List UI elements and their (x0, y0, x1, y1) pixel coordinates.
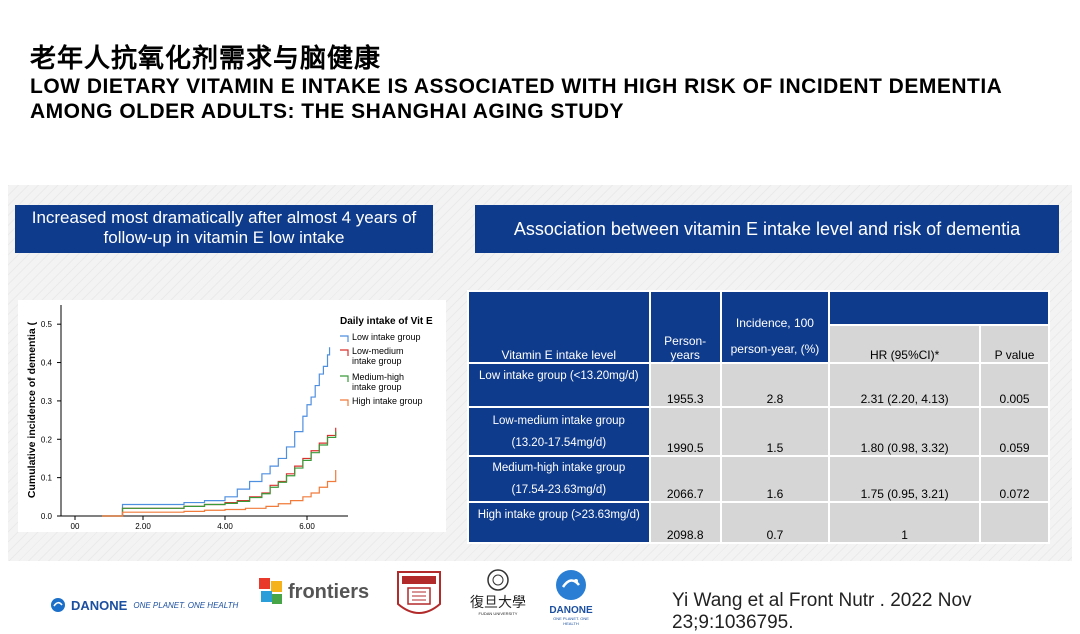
cell-hr: 1.75 (0.95, 3.21) (828, 455, 982, 503)
y-tick-label: 0.3 (41, 397, 53, 406)
y-tick-label: 0.2 (41, 435, 53, 444)
table-row: Medium-high intake group (17.54-23.63mg/d… (467, 455, 1050, 503)
cell-person-years: 1955.3 (648, 362, 722, 408)
y-tick-label: 0.1 (41, 474, 53, 483)
danone-tagline: ONE PLANET. ONE HEALTH (133, 600, 239, 610)
row-label-line1: Medium-high intake group (492, 462, 626, 474)
legend-label-0: Low intake group (352, 332, 421, 342)
danone-small-brand: DANONE (549, 605, 593, 616)
legend-label-3: High intake group (352, 396, 423, 406)
row-label: Low intake group (<13.20mg/d) (467, 362, 651, 408)
chart-svg: 0.0 0.1 0.2 0.3 0.4 0.5 00 2.00 4.00 6.00 Cumulati… (26, 305, 433, 531)
legend-swatch-2 (340, 375, 349, 382)
series-line-2 (102, 431, 337, 517)
danone-brand: DANONE (71, 597, 128, 613)
x-tick-label: 2.00 (135, 522, 151, 531)
legend-swatch-1 (340, 349, 349, 356)
cell-hr: 1.80 (0.98, 3.32) (828, 406, 982, 457)
cell-person-years: 2066.7 (648, 455, 722, 503)
frontiers-cubes-icon (259, 578, 282, 604)
row-label: Medium-high intake group (17.54-23.63mg/d… (467, 455, 651, 503)
fudan-seal-icon (487, 569, 509, 591)
y-tick-label: 0.5 (41, 320, 53, 329)
cell-incidence: 2.8 (719, 362, 831, 408)
frontiers-logo: frontiers (258, 577, 369, 607)
legend-swatch-3 (340, 399, 349, 406)
legend-title: Daily intake of Vit E (340, 316, 433, 327)
danone-bird-icon (51, 598, 65, 612)
row-label-line1: High intake group (>23.63mg/d) (477, 509, 640, 521)
header-person-years: Person-years (648, 290, 722, 364)
header-incidence-line2: person-year, (%) (730, 342, 820, 356)
cell-incidence: 1.6 (719, 455, 831, 503)
row-label-line2: (13.20-17.54mg/d) (511, 436, 607, 449)
chart-axes: 0.0 0.1 0.2 0.3 0.4 0.5 00 2.00 4.00 6.00 Cumulati… (26, 305, 348, 531)
page-title-zh: 老年人抗氧化剂需求与脑健康 (30, 44, 382, 74)
header-level: Vitamin E intake level (467, 290, 651, 364)
incidence-chart: 0.0 0.1 0.2 0.3 0.4 0.5 00 2.00 4.00 6.00 Cumulati… (18, 300, 446, 532)
legend-label-2: Medium-high intake group (352, 372, 404, 392)
row-label: Low-medium intake group (13.20-17.54mg/d) (467, 406, 651, 457)
row-label-line2: (17.54-23.63mg/d) (511, 484, 607, 496)
table-row: High intake group (>23.63mg/d) 2098.8 0.… (467, 501, 1050, 544)
hospital-crest-logo (397, 571, 441, 614)
cell-incidence: 0.7 (719, 501, 831, 544)
danone-small-bird-icon (556, 570, 586, 600)
header-p: P value (979, 324, 1050, 364)
x-tick-label: 00 (71, 522, 80, 531)
series-line-1 (102, 427, 337, 517)
cell-p: 0.005 (979, 362, 1050, 408)
cell-person-years: 2098.8 (648, 501, 722, 544)
danone-small-tagline: ONE PLANET. ONE HEALTH (553, 616, 589, 626)
header-incidence: Incidence, 100 person-year, (%) (719, 290, 831, 364)
fudan-sub: FUDAN UNIVERSITY (478, 611, 518, 616)
danone-logo: DANONE ONE PLANET. ONE HEALTH (50, 597, 238, 613)
cell-person-years: 1990.5 (648, 406, 722, 457)
header-blank (828, 290, 1050, 326)
legend-swatch-0 (340, 335, 349, 342)
danone-small-logo: DANONE ONE PLANET. ONE HEALTH (548, 569, 594, 626)
cell-hr: 2.31 (2.20, 4.13) (828, 362, 982, 408)
cell-incidence: 1.5 (719, 406, 831, 457)
y-tick-label: 0.0 (41, 512, 53, 521)
series-line-0 (102, 347, 331, 517)
cell-p (979, 501, 1050, 544)
citation: Yi Wang et al Front Nutr . 2022 Nov 23;9… (672, 590, 972, 633)
row-label-line1: Low-medium intake group (492, 414, 625, 427)
page-title-en: LOW DIETARY VITAMIN E INTAKE IS ASSOCIAT… (30, 75, 1002, 123)
y-axis-label: Cumulative incidence of dementia ( (26, 321, 38, 498)
row-label: High intake group (>23.63mg/d) (467, 501, 651, 544)
left-banner: Increased most dramatically after almost… (15, 205, 433, 253)
x-tick-label: 6.00 (299, 522, 315, 531)
row-label-line1: Low intake group (<13.20mg/d) (479, 370, 639, 382)
results-table: Vitamin E intake level Person-years Inci… (467, 290, 1050, 544)
cell-p: 0.072 (979, 455, 1050, 503)
header-hr: HR (95%CI)* (828, 324, 982, 364)
header-incidence-line1: Incidence, 100 (735, 316, 814, 330)
frontiers-text: frontiers (288, 580, 370, 603)
x-tick-label: 4.00 (217, 522, 233, 531)
fudan-name: 復旦大學 (470, 595, 526, 611)
chart-series (102, 347, 337, 517)
fudan-logo: 復旦大學 FUDAN UNIVERSITY (470, 569, 526, 616)
cell-p: 0.059 (979, 406, 1050, 457)
legend-label-1: Low-medium intake group (352, 346, 404, 366)
series-line-3 (102, 469, 337, 517)
right-banner: Association between vitamin E intake lev… (475, 205, 1059, 253)
chart-legend: Daily intake of Vit E Low intake group Low… (340, 316, 433, 406)
table-row: Low intake group (<13.20mg/d) 1955.3 2.8… (467, 362, 1050, 408)
footer: DANONE ONE PLANET. ONE HEALTH frontiers … (0, 563, 1080, 626)
cell-hr: 1 (828, 501, 982, 544)
y-tick-label: 0.4 (41, 359, 53, 368)
table-row: Low-medium intake group (13.20-17.54mg/d)… (467, 406, 1050, 457)
